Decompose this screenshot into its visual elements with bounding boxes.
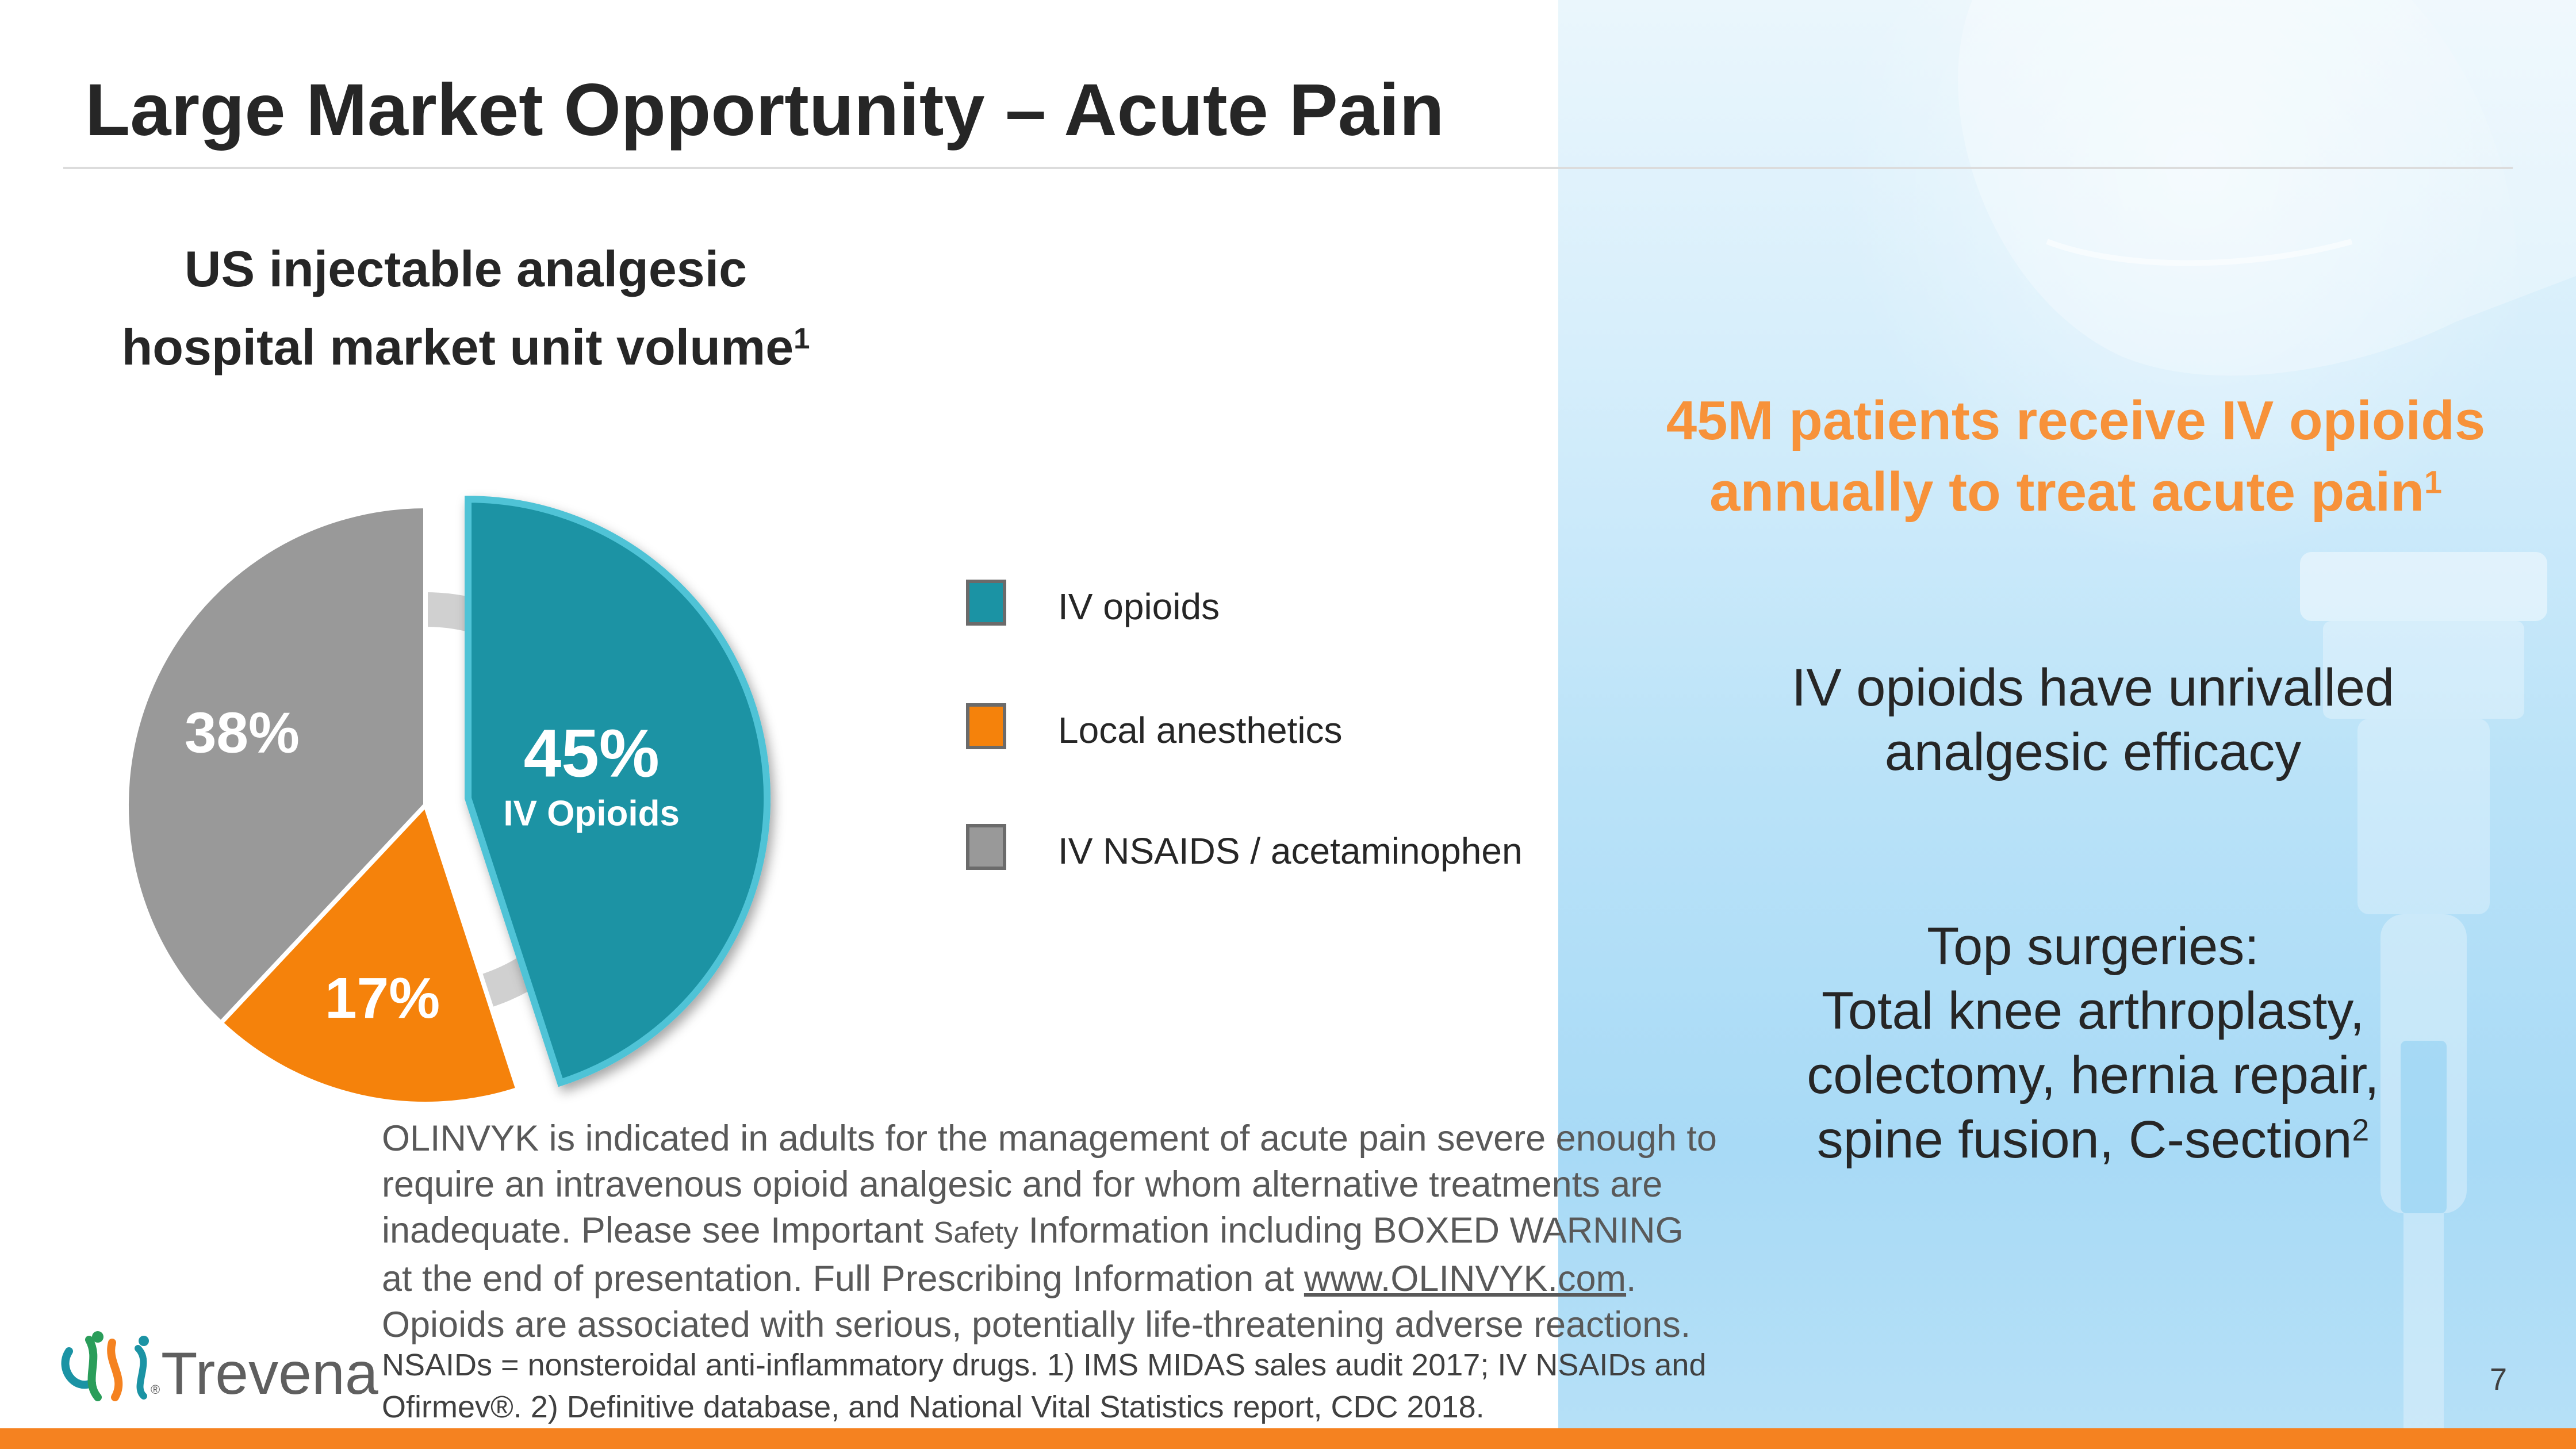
chart-title-line2: hospital market unit volume: [121, 319, 794, 375]
disclaimer-safety-word: Safety: [933, 1216, 1019, 1249]
callout-line1: 45M patients receive IV opioids: [1666, 390, 2486, 451]
slice-sublabel-iv-opioids: IV Opioids: [503, 794, 680, 834]
surgeries-heading: Top surgeries:: [1927, 917, 2259, 976]
chart-title: US injectable analgesic hospital market …: [69, 230, 862, 386]
chart-title-line1: US injectable analgesic: [184, 240, 747, 297]
chart-title-footnote-ref: 1: [793, 321, 810, 355]
footer-bar: [0, 1428, 2576, 1449]
slice-label-iv-nsaids: 38%: [185, 701, 300, 765]
slice-label-iv-opioids: 45%: [524, 716, 660, 792]
surgeries-line3: spine fusion, C-section: [1816, 1110, 2352, 1169]
surgeries-line2: colectomy, hernia repair,: [1807, 1046, 2379, 1105]
disclaimer-line2: require an intravenous opioid analgesic …: [382, 1164, 1663, 1205]
footnote-line1: NSAIDs = nonsteroidal anti-inflammatory …: [382, 1348, 1707, 1382]
disclaimer-line5: Opioids are associated with serious, pot…: [382, 1305, 1691, 1345]
iv-bag-background: [1558, 0, 2576, 1438]
footnotes: NSAIDs = nonsteroidal anti-inflammatory …: [382, 1344, 1791, 1428]
pie-labels: 45% IV Opioids 17% 38%: [185, 701, 680, 1030]
legend-swatch-iv-nsaids: [966, 824, 1006, 870]
disclaimer-line4b: .: [1626, 1259, 1636, 1299]
legend-swatch-iv-opioids: [966, 580, 1006, 626]
logo-registered-mark: ®: [151, 1382, 160, 1397]
callout-headline: 45M patients receive IV opioids annually…: [1598, 385, 2553, 528]
slide-title: Large Market Opportunity – Acute Pain: [85, 69, 1444, 151]
pie-slices: [124, 496, 771, 1106]
pie-slice-local-anesthetics: [217, 800, 521, 1106]
pie-slice-iv-nsaids: [124, 503, 428, 1026]
surgeries-line1: Total knee arthroplasty,: [1821, 982, 2365, 1040]
title-divider: [63, 167, 2513, 169]
legend-swatch-local-anesthetics: [966, 703, 1006, 749]
efficacy-line1: IV opioids have unrivalled: [1791, 658, 2395, 717]
prescribing-info-link[interactable]: www.OLINVYK.com: [1304, 1259, 1627, 1299]
indication-disclaimer: OLINVYK is indicated in adults for the m…: [382, 1116, 1791, 1348]
disclaimer-line3b: Information including BOXED WARNING: [1018, 1210, 1684, 1251]
disclaimer-line1: OLINVYK is indicated in adults for the m…: [382, 1118, 1717, 1159]
disclaimer-line3a: inadequate. Please see Important: [382, 1210, 934, 1251]
legend-label-iv-opioids: IV opioids: [1058, 586, 1220, 627]
footnote-line2: Ofirmev®. 2) Definitive database, and Na…: [382, 1390, 1485, 1424]
surgeries-footnote-ref: 2: [2352, 1113, 2370, 1148]
disclaimer-line4a: at the end of presentation. Full Prescri…: [382, 1259, 1304, 1299]
slice-label-local-anesthetics: 17%: [325, 966, 440, 1030]
efficacy-line2: analgesic efficacy: [1884, 723, 2302, 781]
legend-label-iv-nsaids: IV NSAIDS / acetaminophen: [1058, 830, 1523, 872]
efficacy-statement: IV opioids have unrivalled analgesic eff…: [1662, 656, 2524, 784]
trevena-logo: ® Trevena: [57, 1328, 378, 1409]
pie-slice-iv-opioids: [465, 496, 771, 1087]
callout-footnote-ref: 1: [2424, 464, 2442, 500]
top-surgeries: Top surgeries: Total knee arthroplasty, …: [1662, 914, 2524, 1172]
logo-wordmark: Trevena: [161, 1340, 378, 1407]
pie-chart: 45% IV Opioids 17% 38%: [124, 496, 771, 1106]
callout-line2: annually to treat acute pain: [1709, 461, 2424, 523]
legend-label-local-anesthetics: Local anesthetics: [1058, 710, 1343, 751]
trevena-logo-mark-icon: [61, 1331, 149, 1401]
page-number: 7: [2490, 1362, 2508, 1397]
